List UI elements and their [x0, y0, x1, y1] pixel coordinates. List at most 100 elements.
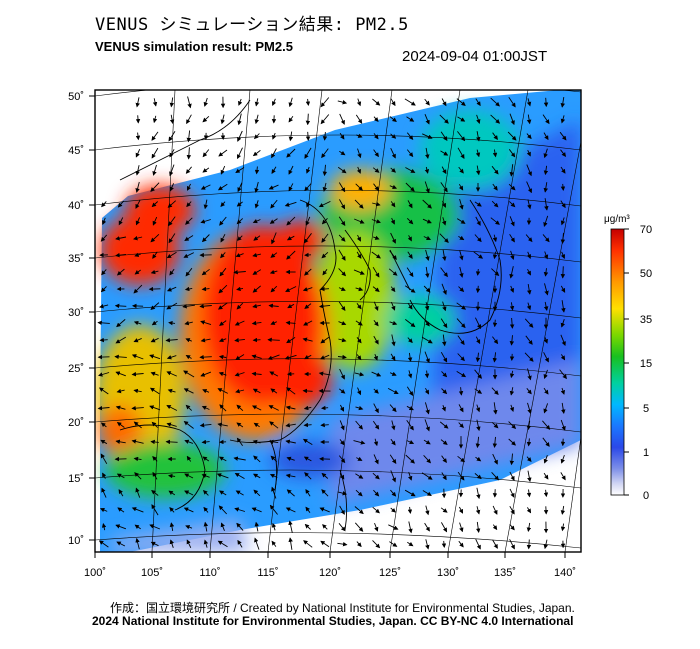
wind-arrow — [254, 521, 260, 532]
wind-arrow — [133, 337, 142, 343]
wind-arrow — [508, 438, 516, 446]
wind-arrow — [219, 216, 227, 226]
wind-arrow — [509, 317, 515, 329]
wind-arrow — [202, 489, 209, 496]
wind-arrow — [149, 405, 161, 411]
wind-arrow — [168, 216, 176, 227]
wind-arrow — [355, 405, 364, 411]
wind-arrow — [526, 164, 532, 177]
lon-tick-label: 140˚ — [554, 567, 576, 579]
wind-arrow — [510, 250, 515, 260]
wind-arrow — [424, 114, 430, 125]
wind-arrow — [388, 524, 399, 530]
wind-arrow — [509, 387, 515, 396]
wind-arrow — [131, 354, 144, 360]
wind-arrow — [405, 182, 415, 192]
wind-arrow — [406, 439, 415, 445]
wind-arrow — [492, 149, 498, 158]
wind-arrow — [151, 201, 159, 208]
wind-arrow — [118, 217, 124, 226]
wind-arrow — [390, 133, 397, 139]
wind-arrow — [169, 97, 175, 108]
wind-arrow — [322, 269, 328, 276]
wind-arrow — [441, 455, 447, 464]
wind-arrow — [151, 489, 159, 496]
wind-arrow — [199, 354, 212, 360]
wind-arrow — [252, 303, 261, 309]
wind-arrow — [185, 355, 192, 360]
wind-arrow — [475, 521, 481, 533]
wind-arrow — [422, 199, 432, 209]
wind-arrow — [217, 302, 228, 310]
wind-arrow — [373, 403, 379, 414]
wind-arrow — [152, 251, 158, 259]
wind-arrow — [458, 422, 464, 429]
wind-arrow — [320, 97, 330, 108]
wind-arrow — [270, 252, 278, 258]
wind-arrow — [269, 269, 278, 275]
wind-arrow — [169, 268, 175, 276]
wind-arrow — [288, 115, 294, 123]
wind-arrow — [441, 283, 447, 296]
wind-arrow — [458, 235, 465, 241]
wind-arrow — [200, 320, 212, 326]
wind-arrow — [165, 439, 178, 445]
wind-arrow — [253, 235, 261, 241]
wind-arrow — [424, 370, 430, 379]
wind-arrow — [560, 251, 566, 260]
wind-arrow — [407, 235, 412, 242]
wind-arrow — [423, 235, 432, 241]
wind-arrow — [305, 113, 311, 126]
wind-arrow — [149, 387, 160, 395]
wind-arrow — [203, 506, 209, 513]
wind-arrow — [493, 402, 498, 415]
wind-arrow — [151, 131, 159, 141]
wind-arrow — [252, 388, 261, 394]
wind-arrow — [133, 456, 142, 462]
wind-arrow — [166, 251, 177, 259]
wind-arrow — [152, 164, 157, 176]
wind-arrow — [474, 473, 482, 480]
wind-arrow — [338, 286, 346, 291]
wind-arrow — [268, 405, 279, 411]
wind-arrow — [218, 149, 228, 157]
wind-arrow — [356, 456, 363, 461]
wind-arrow — [201, 473, 210, 479]
wind-arrow — [338, 455, 346, 464]
wind-arrow — [339, 113, 345, 125]
wind-arrow — [269, 504, 278, 515]
wind-arrow — [319, 507, 330, 513]
wind-arrow — [338, 234, 346, 242]
wind-arrow — [475, 336, 481, 345]
wind-arrow — [371, 371, 382, 377]
wind-arrow — [389, 541, 398, 547]
wind-arrow — [440, 439, 448, 445]
wind-arrow — [475, 268, 481, 276]
wind-arrow — [475, 285, 481, 294]
wind-arrow — [441, 166, 447, 175]
credit-line-2: 2024 National Institute for Environmenta… — [92, 614, 574, 628]
wind-arrow — [318, 371, 331, 376]
wind-arrow — [251, 354, 262, 359]
wind-arrow — [353, 440, 366, 445]
wind-arrow — [304, 147, 312, 159]
wind-arrow — [166, 371, 177, 377]
wind-arrow — [457, 116, 466, 122]
wind-arrow — [509, 471, 515, 481]
wind-arrow — [253, 489, 261, 497]
wind-arrow — [253, 455, 261, 463]
wind-arrow — [186, 130, 192, 143]
wind-arrow — [475, 165, 481, 176]
wind-arrow — [252, 269, 262, 275]
wind-arrow — [320, 114, 330, 125]
wind-arrow — [169, 522, 175, 531]
wind-arrow — [543, 369, 548, 379]
wind-arrow — [439, 233, 449, 243]
wind-arrow — [407, 200, 413, 209]
wind-arrow — [492, 539, 498, 549]
lon-tick-label: 125˚ — [379, 567, 401, 579]
wind-arrow — [405, 167, 416, 173]
wind-arrow — [526, 114, 532, 125]
wind-arrow — [390, 232, 396, 244]
colorbar-scale — [610, 228, 625, 496]
